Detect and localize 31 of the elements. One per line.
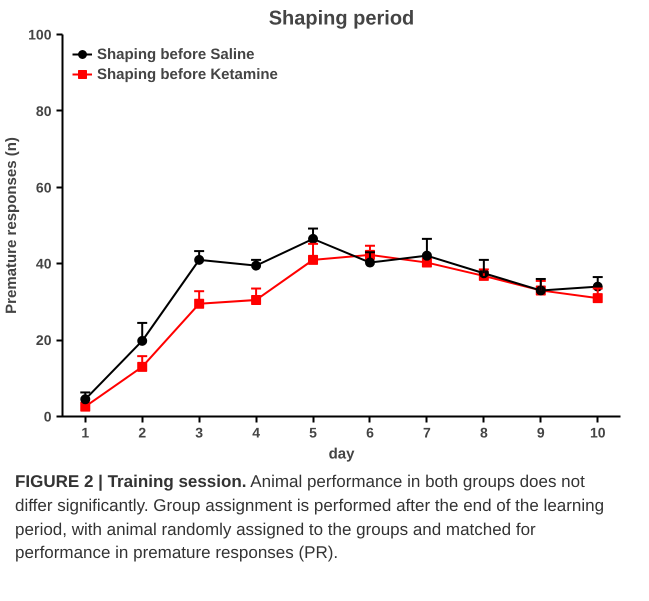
point — [137, 362, 148, 372]
y-tick-label: 60 — [36, 179, 52, 196]
x-tick-label: 3 — [195, 424, 204, 440]
y-tick-label: 100 — [28, 26, 52, 42]
x-tick-label: 4 — [252, 424, 260, 440]
y-tick-label: 20 — [36, 332, 52, 348]
y-tick-label: 80 — [36, 102, 52, 119]
y-tick-label: 0 — [44, 408, 52, 424]
x-axis-title: day — [328, 446, 356, 462]
y-tick-label: 40 — [36, 256, 52, 272]
x-tick-label: 5 — [309, 424, 318, 440]
x-tick-label: 8 — [480, 424, 488, 440]
legend-label: Shaping before Saline — [97, 46, 255, 62]
x-tick-label: 10 — [590, 424, 606, 440]
y-axis-title: Premature responses (n) — [3, 137, 20, 314]
x-tick-label: 9 — [536, 424, 545, 440]
point — [251, 294, 262, 305]
point — [592, 293, 603, 304]
chart-title: Shaping period — [268, 8, 414, 30]
legend-label: Shaping before Ketamine — [97, 66, 278, 82]
x-tick-label: 1 — [81, 424, 90, 440]
point — [251, 260, 262, 271]
x-tick-label: 6 — [366, 424, 374, 440]
point — [194, 254, 204, 265]
caption: FIGURE 2 | Training session. Animal performance in both groups does not differ significantly. Group assignment is performed after the end of the learning period, with animal randomly assigned to the groups and matched for performance in premature responses (PR). — [15, 471, 606, 564]
point — [308, 254, 318, 265]
x-tick-label: 7 — [423, 424, 432, 440]
point — [422, 250, 432, 261]
point — [194, 298, 204, 309]
point — [364, 258, 375, 268]
x-tick-label: 2 — [138, 424, 146, 440]
